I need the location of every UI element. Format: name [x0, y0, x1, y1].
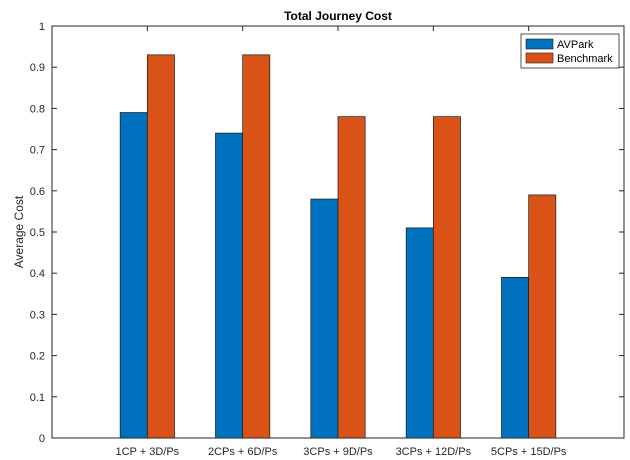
y-tick-label: 0.8: [30, 103, 45, 115]
legend-swatch-benchmark: [525, 52, 554, 64]
y-tick-label: 0.3: [30, 309, 45, 321]
y-tick-label: 0.9: [30, 62, 45, 74]
bar-benchmark-1: [146, 54, 175, 439]
y-tick-label: 1: [39, 21, 45, 33]
y-tick-label: 0.4: [30, 268, 45, 280]
y-axis-title: Average Cost: [12, 195, 26, 268]
chart-title: Total Journey Cost: [284, 9, 392, 23]
bar-avpark-3: [310, 198, 339, 439]
bar-benchmark-3: [337, 116, 366, 439]
x-tick-label: 3CPs + 9D/Ps: [303, 446, 373, 458]
bars: [119, 54, 557, 439]
bar-avpark-2: [215, 132, 244, 439]
x-tick-label: 2CPs + 6D/Ps: [208, 446, 278, 458]
y-axis: 0 0.1 0.2 0.3 0.4 0.5 0.6 0.7 0.8 0.9 1: [30, 21, 624, 445]
x-tick-label: 1CP + 3D/Ps: [115, 446, 179, 458]
legend-swatch-avpark: [525, 38, 554, 50]
y-tick-label: 0.7: [30, 145, 45, 157]
legend-label-benchmark: Benchmark: [557, 53, 613, 65]
y-tick-label: 0.5: [30, 227, 45, 239]
x-tick-label: 3CPs + 12D/Ps: [396, 446, 472, 458]
y-tick-label: 0.6: [30, 186, 45, 198]
bar-avpark-5: [501, 276, 530, 439]
bar-avpark-1: [119, 112, 148, 439]
x-tick-label: 5CPs + 15D/Ps: [491, 446, 567, 458]
legend: AVPark Benchmark: [520, 33, 620, 69]
y-tick-label: 0.2: [30, 351, 45, 363]
y-tick-label: 0: [39, 433, 45, 445]
x-axis: 1CP + 3D/Ps 2CPs + 6D/Ps 3CPs + 9D/Ps 3CPs …: [115, 26, 567, 458]
bar-avpark-4: [405, 227, 434, 439]
bar-benchmark-5: [528, 194, 557, 439]
y-tick-label: 0.1: [30, 392, 45, 404]
bar-benchmark-4: [432, 116, 461, 439]
bar-benchmark-2: [242, 54, 271, 439]
legend-label-avpark: AVPark: [557, 39, 594, 51]
